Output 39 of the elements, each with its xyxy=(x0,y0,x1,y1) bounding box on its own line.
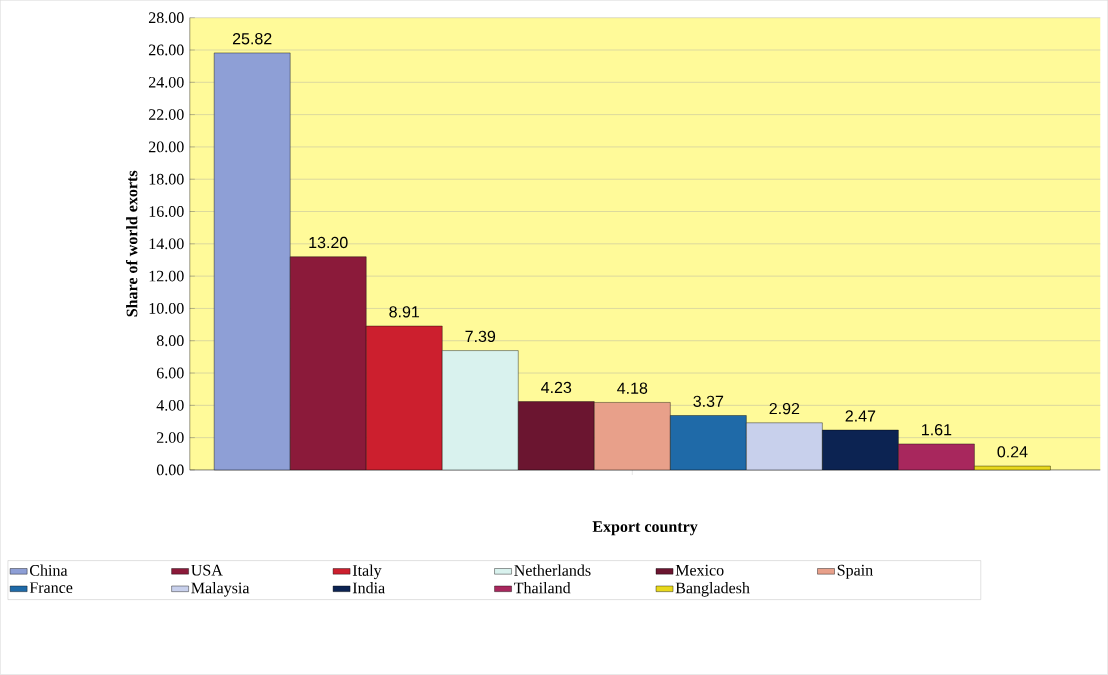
y-tick-label: 6.00 xyxy=(156,367,184,379)
legend-label: Italy xyxy=(352,564,382,580)
data-label: 4.18 xyxy=(617,382,648,395)
y-tick-label: 18.00 xyxy=(149,173,184,185)
x-axis-title: Export country xyxy=(592,521,698,536)
legend-label: France xyxy=(29,582,73,594)
y-tick-label: 28.00 xyxy=(148,12,184,24)
y-tick-label: 14.00 xyxy=(149,238,184,250)
legend-label: USA xyxy=(191,564,223,576)
y-tick-label: 8.00 xyxy=(156,335,184,347)
y-tick-label: 12.00 xyxy=(149,270,184,282)
y-tick-label: 22.00 xyxy=(148,109,184,121)
y-tick-label: 4.00 xyxy=(156,400,184,411)
data-label: 8.91 xyxy=(389,306,420,318)
legend-label: China xyxy=(29,564,68,576)
y-tick-label: 0.00 xyxy=(156,464,184,476)
data-label: 2.47 xyxy=(845,410,876,422)
y-tick-label: 2.00 xyxy=(156,432,184,444)
y-axis-title: Share of world exorts xyxy=(125,170,138,317)
legend-label: Bangladesh xyxy=(675,582,750,597)
legend-label: India xyxy=(352,582,385,594)
data-label: 3.37 xyxy=(693,395,724,408)
data-label: 7.39 xyxy=(465,330,496,343)
legend-label: Netherlands xyxy=(514,564,591,576)
y-tick-label: 24.00 xyxy=(148,77,184,88)
data-label: 4.23 xyxy=(541,381,572,394)
legend-label: Mexico xyxy=(675,564,724,576)
data-label: 0.24 xyxy=(997,446,1028,458)
data-label: 25.82 xyxy=(232,33,272,45)
y-tick-label: 10.00 xyxy=(149,303,184,314)
data-label: 2.92 xyxy=(769,403,800,415)
y-tick-label: 20.00 xyxy=(148,141,184,153)
data-label: 13.20 xyxy=(309,237,348,249)
y-tick-label: 26.00 xyxy=(148,44,184,56)
legend-label: Thailand xyxy=(514,582,571,594)
legend-label: Malaysia xyxy=(191,582,250,597)
data-label: 1.61 xyxy=(922,424,952,436)
legend-label: Spain xyxy=(837,564,873,579)
y-tick-label: 16.00 xyxy=(149,206,184,218)
